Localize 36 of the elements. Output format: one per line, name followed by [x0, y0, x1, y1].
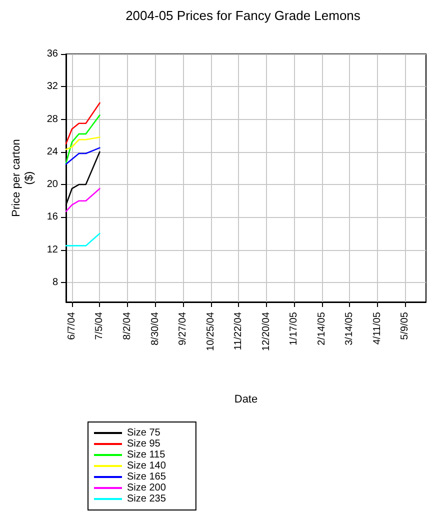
legend-label: Size 75 — [127, 428, 161, 438]
line-series — [65, 147, 100, 165]
x-tick-label: 8/30/04 — [150, 312, 161, 346]
x-tick-label: 11/22/04 — [233, 312, 244, 350]
legend-label: Size 140 — [127, 460, 166, 472]
y-axis-title: Price per carton ($) — [10, 139, 36, 217]
y-tick-label: 36 — [46, 48, 58, 60]
x-tick-label: 1/17/05 — [288, 312, 300, 346]
line-series — [65, 188, 100, 212]
y-tick-label: 12 — [46, 244, 58, 256]
x-tick-label: 10/25/04 — [205, 312, 216, 351]
y-tick-label: 8 — [52, 276, 58, 288]
x-axis-title: Date — [234, 394, 258, 406]
x-tick-label: 6/7/04 — [66, 312, 78, 340]
x-tick-label: 5/9/05 — [400, 312, 411, 340]
x-tick-label: 4/11/05 — [372, 312, 383, 345]
x-tick-label: 2/14/05 — [316, 312, 328, 346]
y-tick-label: 16 — [46, 212, 58, 223]
legend-label: Size 200 — [127, 482, 166, 494]
x-tick-label: 9/27/04 — [178, 312, 189, 346]
y-tick-label: 24 — [46, 146, 58, 158]
y-tick-label: 20 — [46, 179, 58, 190]
x-tick-label: 8/2/04 — [122, 312, 133, 340]
x-tick-label: 3/14/05 — [344, 312, 356, 346]
x-tick-label: 12/20/04 — [260, 312, 272, 351]
chart-title: 2004-05 Prices for Fancy Grade Lemons — [126, 8, 361, 23]
legend-label: Size 235 — [127, 494, 166, 504]
y-tick-label: 28 — [46, 114, 58, 125]
line-series — [65, 136, 100, 150]
line-series — [65, 114, 100, 164]
legend-label: Size 115 — [127, 450, 166, 460]
legend-label: Size 165 — [127, 472, 166, 482]
x-tick-label: 7/5/04 — [94, 312, 106, 340]
line-series — [65, 102, 100, 144]
y-tick-label: 32 — [46, 81, 58, 92]
legend-label: Size 95 — [127, 438, 161, 450]
